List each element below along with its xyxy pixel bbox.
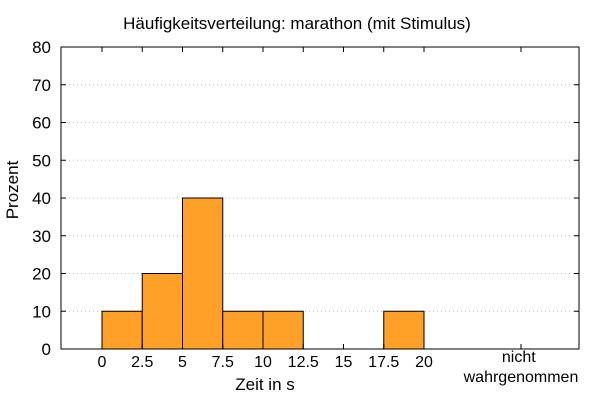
y-tick-label: 40 [32, 189, 51, 208]
x-extra-category-label: nicht wahrgenommen [463, 349, 579, 386]
y-tick-label: 70 [32, 76, 51, 95]
x-tick-label: 20 [415, 354, 433, 371]
x-tick-label: 7.5 [212, 354, 234, 371]
histogram-bar [101, 310, 143, 350]
ticks-layer [61, 46, 579, 350]
x-tick-label: 2.5 [131, 354, 153, 371]
x-tick-label: 17.5 [368, 354, 399, 371]
x-extra-category-line-2: wahrgenommen [463, 369, 579, 386]
bars-layer [101, 197, 425, 350]
y-tick-label: 10 [32, 302, 51, 321]
histogram-bar [222, 310, 264, 350]
y-tick-label: 60 [32, 114, 51, 133]
histogram-bar [262, 310, 304, 350]
y-tick-label: 0 [42, 340, 51, 359]
x-tick-label: 5 [178, 354, 187, 371]
grid-layer [61, 46, 579, 312]
y-tick-label: 50 [32, 151, 51, 170]
x-tick-label: 10 [254, 354, 272, 371]
labels-layer: 0 10 20 30 40 50 60 70 80 0 2.5 5 7.5 10 12.5 15 17.5 20 [32, 38, 433, 371]
x-extra-category-line-1: nicht [502, 349, 536, 366]
x-axis-label: Zeit in s [235, 375, 295, 394]
y-axis-label: Prozent [3, 160, 22, 219]
x-tick-label: 0 [98, 354, 107, 371]
histogram-bar [141, 273, 183, 350]
x-tick-label: 15 [335, 354, 353, 371]
chart-title: Häufigkeitsverteilung: marathon (mit Sti… [123, 14, 471, 33]
y-tick-label: 30 [32, 227, 51, 246]
histogram-bar [383, 310, 425, 350]
histogram-bar [182, 197, 224, 350]
y-tick-label: 20 [32, 265, 51, 284]
y-tick-label: 80 [32, 38, 51, 57]
x-tick-label: 12.5 [288, 354, 319, 371]
